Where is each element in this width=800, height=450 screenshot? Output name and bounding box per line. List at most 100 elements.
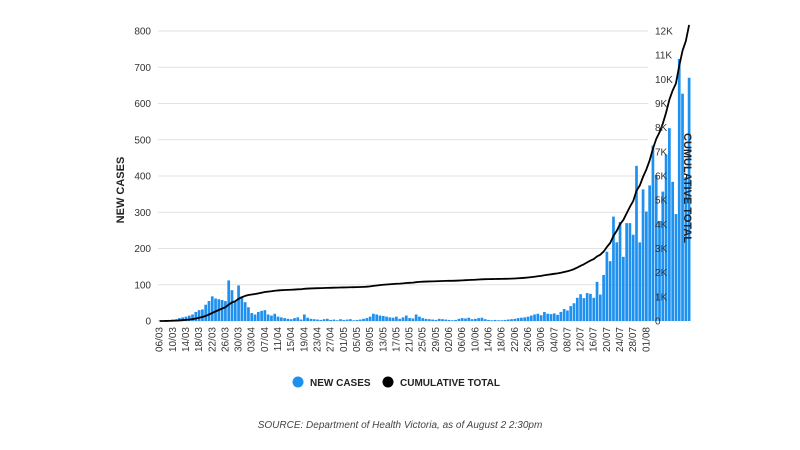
x-tick-label: 03/04 [247, 327, 258, 352]
y2-tick-label: 9K [655, 99, 668, 110]
bar-new-cases [661, 191, 665, 321]
bar-new-cases [243, 302, 247, 321]
bar-new-cases [214, 298, 217, 321]
bar-new-cases [237, 285, 240, 321]
bar-new-cases [204, 304, 208, 321]
x-tick-label: 13/05 [378, 327, 389, 352]
x-tick-label: 29/05 [431, 327, 442, 352]
bar-new-cases [322, 319, 326, 321]
bar-new-cases [289, 319, 293, 321]
x-tick-label: 06/03 [155, 327, 166, 352]
bar-new-cases [585, 293, 589, 321]
bar-new-cases [566, 310, 569, 321]
bar-new-cases [312, 319, 316, 321]
bar-new-cases [365, 318, 369, 321]
bar-new-cases [582, 298, 586, 321]
bar-new-cases [579, 294, 582, 321]
bar-new-cases [253, 314, 257, 321]
bar-new-cases [572, 303, 576, 321]
bar-new-cases [431, 319, 434, 321]
bar-new-cases [266, 314, 270, 321]
y-tick-label: 500 [134, 135, 151, 146]
bar-new-cases [408, 318, 411, 321]
y-tick-label: 200 [134, 244, 151, 255]
bar-new-cases [480, 317, 484, 321]
bar-new-cases [575, 297, 579, 321]
bar-new-cases [467, 317, 471, 321]
x-tick-label: 21/05 [405, 327, 416, 352]
x-tick-label: 01/05 [339, 327, 350, 352]
y2-tick-label: 11K [655, 51, 672, 62]
bar-new-cases [536, 313, 540, 321]
y2-tick-label: 12K [655, 27, 673, 38]
bar-new-cases [263, 310, 267, 322]
x-tick-label: 14/06 [484, 327, 495, 352]
y2-tick-label: 1K [655, 292, 668, 303]
bar-new-cases [411, 318, 415, 321]
bar-new-cases [345, 319, 349, 321]
x-tick-label: 19/04 [299, 327, 310, 352]
bar-new-cases [490, 320, 494, 321]
bar-new-cases [395, 316, 398, 321]
legend-cumulative-label: CUMULATIVE TOTAL [400, 378, 500, 389]
x-tick-label: 24/07 [615, 327, 626, 352]
bar-new-cases [191, 314, 194, 321]
bar-new-cases [677, 58, 681, 321]
x-tick-label: 30/03 [234, 327, 245, 352]
bar-new-cases [378, 315, 382, 321]
x-tick-label: 28/07 [628, 327, 639, 352]
bar-new-cases [372, 313, 375, 321]
bar-new-cases [493, 319, 497, 321]
bar-new-cases [256, 311, 260, 321]
x-tick-label: 04/07 [549, 327, 560, 352]
bar-new-cases [559, 311, 563, 321]
bar-new-cases [671, 181, 675, 321]
y2-axis-title: CUMULATIVE TOTAL [681, 133, 693, 243]
bar-new-cases [427, 319, 431, 321]
y2-tick-label: 10K [655, 75, 673, 86]
bar-new-cases [247, 307, 250, 321]
cumulative-total-line [159, 24, 690, 322]
bar-new-cases [309, 318, 313, 321]
bar-new-cases [526, 316, 530, 321]
y-tick-label: 800 [134, 27, 151, 38]
bar-new-cases [523, 317, 527, 322]
bar-new-cases [500, 320, 504, 321]
grid [158, 30, 648, 322]
legend-new-cases-marker [292, 376, 304, 388]
y2-tick-label: 4K [655, 220, 668, 231]
x-tick-label: 26/06 [523, 327, 534, 352]
bar-new-cases [368, 316, 372, 321]
bar-new-cases [687, 77, 691, 321]
bar-new-cases [326, 318, 329, 321]
bar-new-cases [589, 293, 592, 321]
bar-new-cases [668, 128, 671, 321]
bar-new-cases [184, 316, 188, 321]
bar-new-cases [612, 216, 615, 321]
source-note: SOURCE: Department of Health Victoria, a… [258, 420, 543, 431]
bar-new-cases [286, 318, 290, 321]
left-axis-ticks: 0 100 200 300 400 500 600 700 800 [134, 27, 151, 328]
bar-new-cases [470, 319, 474, 321]
bar-new-cases [625, 223, 628, 322]
bar-new-cases [381, 315, 385, 321]
bar-new-cases [654, 174, 658, 321]
bar-new-cases [464, 318, 467, 321]
x-tick-label: 05/05 [352, 327, 363, 352]
x-tick-label: 23/04 [313, 327, 324, 352]
bar-new-cases [342, 319, 346, 321]
bar-new-cases [316, 319, 319, 321]
x-tick-label: 14/03 [181, 327, 192, 352]
bar-new-cases [454, 319, 457, 321]
bar-new-cases [608, 261, 612, 321]
x-tick-label: 22/06 [510, 327, 521, 352]
bar-new-cases [424, 318, 428, 321]
bar-new-cases [444, 319, 448, 321]
x-tick-label: 01/08 [641, 327, 652, 352]
bar-new-cases [638, 242, 642, 321]
bar-new-cases [414, 314, 418, 321]
y-axis-title: NEW CASES [115, 157, 127, 224]
bar-new-cases [296, 317, 300, 322]
bar-new-cases [349, 319, 352, 321]
